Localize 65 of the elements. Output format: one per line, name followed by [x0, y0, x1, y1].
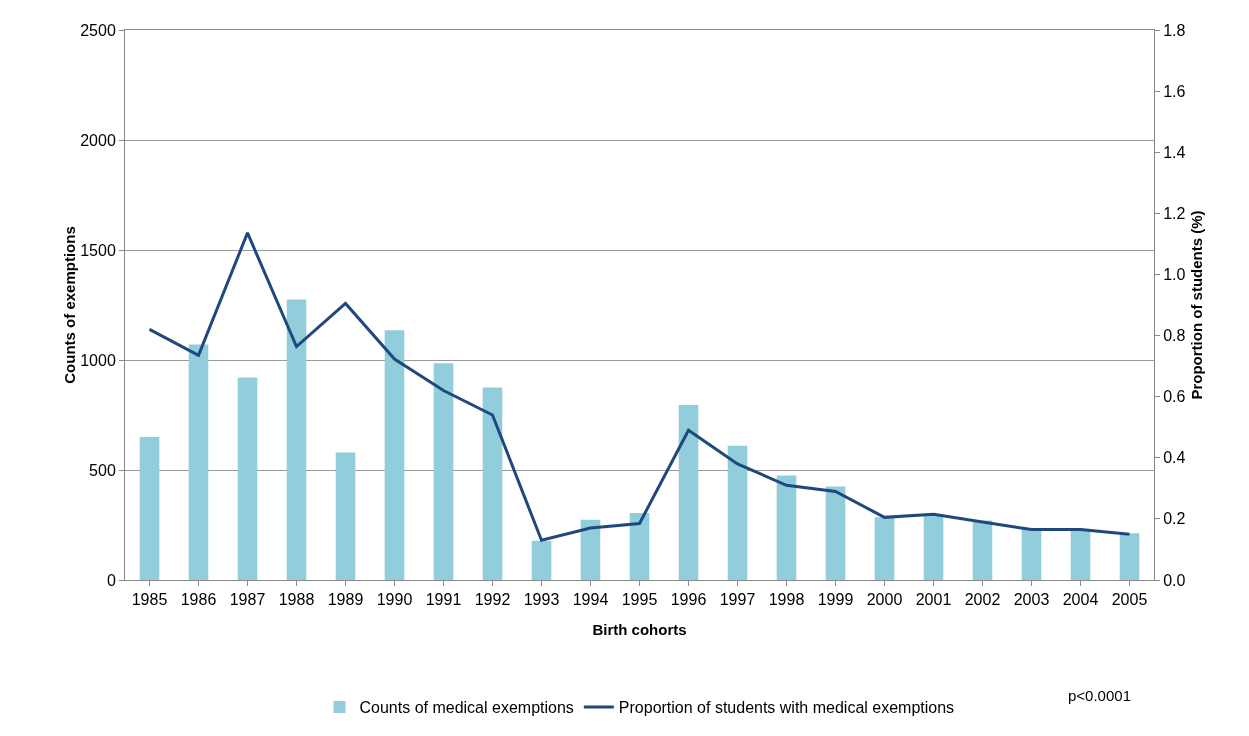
bar	[188, 344, 209, 580]
x-tick-label: 1985	[131, 591, 168, 609]
x-tick-label: 1987	[229, 591, 266, 609]
bar	[972, 520, 993, 580]
y2-tick-label: 1.2	[1163, 204, 1186, 222]
y-tick-label: 2500	[80, 21, 116, 39]
x-tick-label: 1999	[817, 591, 854, 609]
bar	[1070, 530, 1091, 580]
bar	[776, 475, 797, 580]
x-tick-label: 2005	[1111, 591, 1148, 609]
y2-tick-label: 1.0	[1163, 266, 1186, 284]
x-tick-label: 2001	[915, 591, 952, 609]
x-tick-label: 2003	[1013, 591, 1050, 609]
x-tick-label: 1995	[621, 591, 658, 609]
line-series	[148, 231, 1131, 542]
bar	[629, 512, 650, 580]
bar	[1119, 533, 1140, 580]
text: p<0.0001	[1068, 687, 1131, 704]
bar	[678, 405, 699, 580]
y-tick-label: 2000	[80, 131, 116, 149]
bar	[874, 517, 895, 580]
y2-tick-label: 0.6	[1163, 388, 1186, 406]
legend-label: Counts of medical exemptions	[359, 699, 574, 717]
y2-axis-title: Proportion of students (%)	[1187, 210, 1205, 400]
y2-tick-label: 1.8	[1163, 21, 1186, 39]
x-tick-label: 2000	[866, 591, 903, 609]
y-tick-label: 1000	[80, 351, 116, 369]
bar	[335, 452, 356, 580]
y2-tick-label: 0.0	[1163, 571, 1186, 589]
y-axis-title: Counts of exemptions	[61, 226, 79, 384]
bar	[580, 519, 601, 580]
bar	[1021, 528, 1042, 580]
y-tick-label: 0	[106, 571, 116, 589]
bar	[286, 299, 307, 580]
bar	[923, 514, 944, 580]
y2-tick-label: 0.8	[1163, 327, 1186, 345]
x-tick-label: 2004	[1062, 591, 1099, 609]
y-tick-label: 500	[89, 461, 116, 479]
bar	[384, 330, 405, 580]
bar	[433, 363, 454, 580]
y2-tick-label: 0.2	[1163, 510, 1186, 528]
bar	[237, 377, 258, 580]
bar	[727, 445, 748, 580]
x-tick-label: 1990	[376, 591, 413, 609]
y-tick-label: 1500	[80, 241, 116, 259]
y2-tick-label: 1.6	[1163, 82, 1186, 100]
x-tick-label: 1989	[327, 591, 364, 609]
bar	[482, 387, 503, 580]
bar	[531, 540, 552, 580]
x-tick-label: 1998	[768, 591, 805, 609]
x-tick-label: 1997	[719, 591, 756, 609]
x-tick-label: 1994	[572, 591, 609, 609]
bar	[825, 486, 846, 580]
x-tick-label: 1988	[278, 591, 315, 609]
x-tick-label: 1986	[180, 591, 217, 609]
x-tick-label: 1991	[425, 591, 462, 609]
bar	[139, 437, 160, 580]
y2-tick-label: 1.4	[1163, 143, 1186, 161]
x-axis-title: Birth cohorts	[592, 621, 687, 638]
legend-label: Proportion of students with medical exemptions	[618, 699, 955, 717]
x-tick-label: 1996	[670, 591, 707, 609]
x-tick-label: 1993	[523, 591, 560, 609]
y2-tick-label: 0.4	[1163, 449, 1186, 467]
x-tick-label: 2002	[964, 591, 1001, 609]
x-tick-label: 1992	[474, 591, 511, 609]
